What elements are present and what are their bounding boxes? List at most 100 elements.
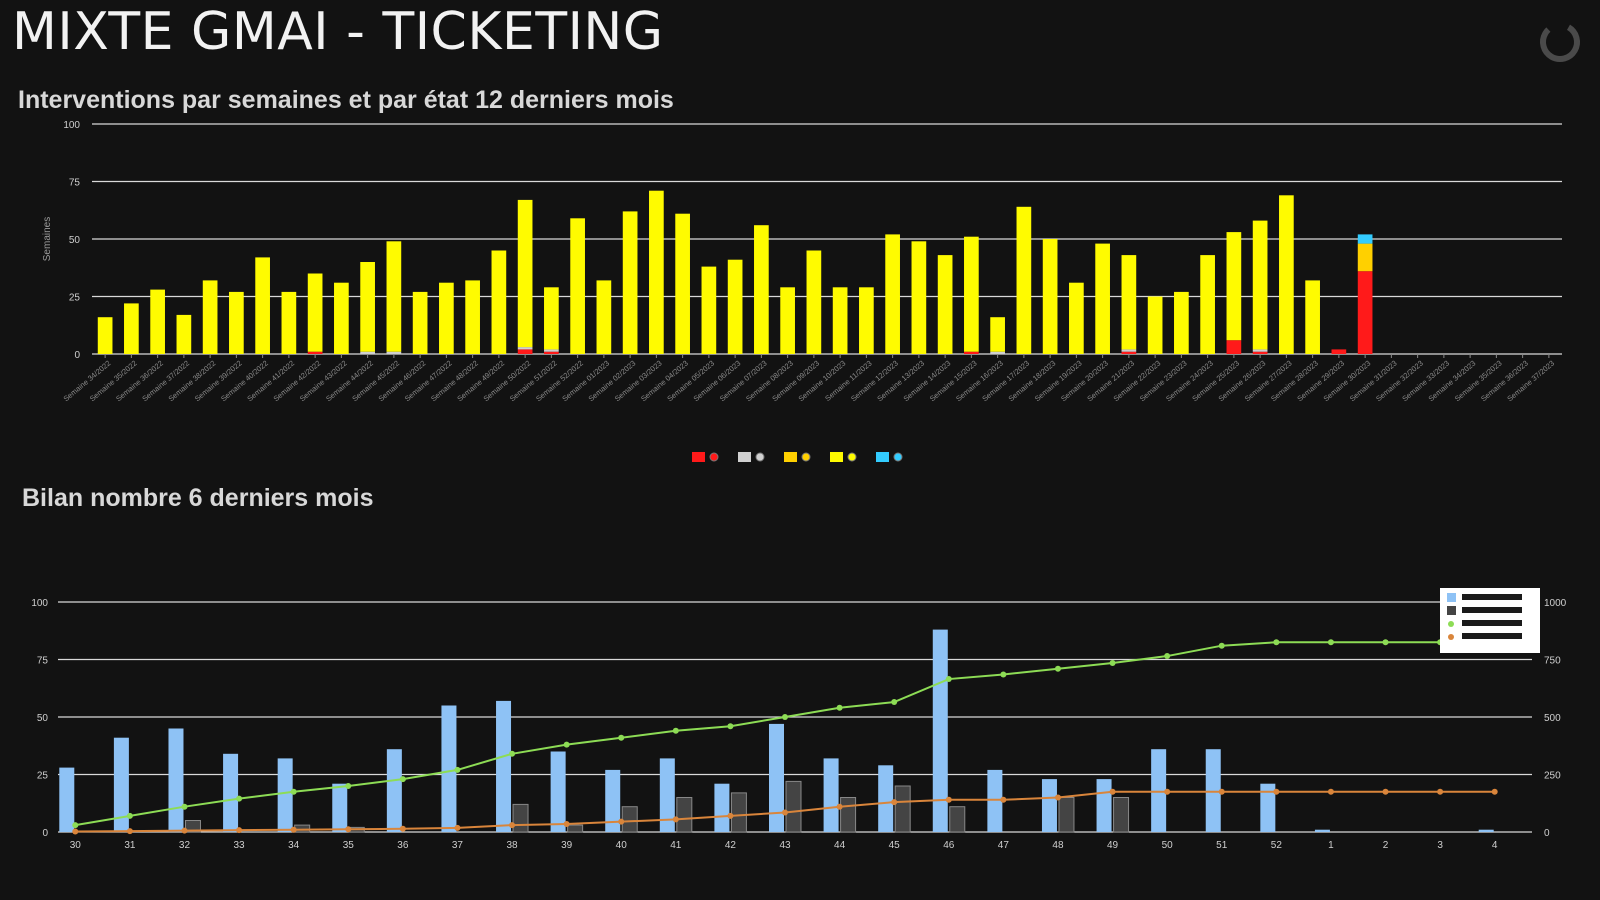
line-point — [618, 734, 625, 741]
line-point — [891, 799, 898, 806]
bar-segment — [754, 225, 769, 354]
y-tick-label: 0 — [42, 828, 48, 839]
bar — [878, 765, 894, 832]
x-tick-label: 43 — [779, 840, 791, 851]
line-point — [1109, 659, 1116, 666]
y2-tick-label: 0 — [1544, 828, 1550, 839]
app-title: MIXTE GMAI - TICKETING — [12, 2, 664, 62]
bar-segment — [150, 289, 165, 354]
legend-item — [830, 452, 857, 462]
line-point — [454, 766, 461, 773]
bar — [932, 629, 948, 832]
legend-swatch — [784, 452, 797, 462]
bar-segment — [386, 351, 402, 354]
line-point — [72, 822, 79, 829]
bar-segment — [517, 347, 533, 350]
line-point — [1491, 788, 1498, 795]
line-point — [1327, 788, 1334, 795]
line-point — [782, 809, 788, 816]
bar — [496, 700, 512, 832]
bar — [1478, 829, 1494, 832]
x-tick-label: 2 — [1383, 840, 1389, 851]
weekly-chart-title: Interventions par semaines et par état 1… — [18, 86, 674, 114]
line-point — [126, 812, 133, 819]
line-point — [1273, 788, 1280, 795]
legend-swatch — [876, 452, 889, 462]
x-tick-label: 51 — [1216, 840, 1228, 851]
bar-segment — [964, 351, 979, 354]
bar-segment — [491, 250, 507, 354]
y-axis-label: Semaines — [42, 217, 53, 261]
line-point — [1327, 639, 1334, 646]
bar — [386, 749, 402, 832]
line-point — [399, 776, 406, 783]
legend-entry — [1462, 620, 1522, 626]
bar-segment — [307, 351, 323, 354]
line-point — [1109, 788, 1116, 795]
line-point — [1218, 788, 1225, 795]
legend-swatch — [1447, 606, 1456, 615]
line-point — [727, 812, 734, 819]
bar-segment — [1357, 243, 1373, 272]
bar-segment — [649, 190, 664, 354]
y-tick-label: 25 — [37, 771, 49, 782]
bar-segment — [1226, 232, 1242, 341]
bar-segment — [386, 241, 402, 352]
line-point — [399, 825, 406, 832]
y-tick-label: 100 — [31, 598, 48, 609]
bar-segment — [859, 287, 874, 354]
bar-segment — [334, 282, 349, 354]
bar-segment — [544, 349, 559, 352]
bar-segment — [990, 317, 1005, 352]
x-tick-label: 31 — [124, 840, 136, 851]
x-tick-label: 35 — [343, 840, 355, 851]
line-point — [181, 803, 188, 810]
refresh-icon[interactable] — [1536, 18, 1584, 66]
bar — [823, 758, 839, 832]
line-point — [181, 827, 188, 834]
legend-swatch — [738, 452, 751, 462]
line-point — [1054, 665, 1061, 672]
bar-segment — [307, 273, 323, 352]
x-tick-label: Semaine 37/2023 — [1505, 359, 1556, 404]
x-tick-label: 30 — [70, 840, 82, 851]
line-point — [1000, 796, 1007, 803]
bar — [1096, 779, 1112, 832]
bar-segment — [544, 351, 559, 354]
bar-segment — [1200, 255, 1215, 354]
bar — [605, 769, 621, 832]
bar-segment — [832, 287, 848, 354]
legend-swatch — [830, 452, 843, 462]
bar-segment — [1252, 220, 1268, 350]
bar-segment — [964, 236, 979, 352]
bar-segment — [937, 255, 953, 354]
bar-segment — [1331, 349, 1347, 354]
bar-segment — [780, 287, 795, 354]
orange-state-icon — [801, 452, 811, 462]
bar — [294, 824, 311, 833]
bar-segment — [544, 287, 559, 350]
y-tick-label: 75 — [37, 656, 49, 667]
bar-segment — [517, 349, 533, 354]
bar-segment — [412, 291, 428, 354]
line-point — [236, 827, 243, 834]
bar-segment — [1279, 195, 1294, 354]
bar-segment — [622, 211, 638, 354]
line-point — [509, 750, 516, 757]
y-tick-label: 75 — [69, 178, 81, 189]
bar-segment — [1016, 206, 1032, 354]
legend-item — [692, 452, 719, 462]
yellow-state-icon — [847, 452, 857, 462]
bar-segment — [124, 303, 139, 354]
line-point — [345, 783, 352, 789]
legend-item — [738, 452, 765, 462]
bar-segment — [1305, 280, 1320, 354]
legend-entry — [1462, 633, 1522, 639]
cyan-state-icon — [893, 452, 903, 462]
legend-swatch — [1448, 634, 1454, 640]
bar — [949, 806, 966, 833]
line-point — [563, 820, 570, 827]
bar-segment — [465, 280, 480, 354]
bar-segment — [176, 314, 192, 354]
